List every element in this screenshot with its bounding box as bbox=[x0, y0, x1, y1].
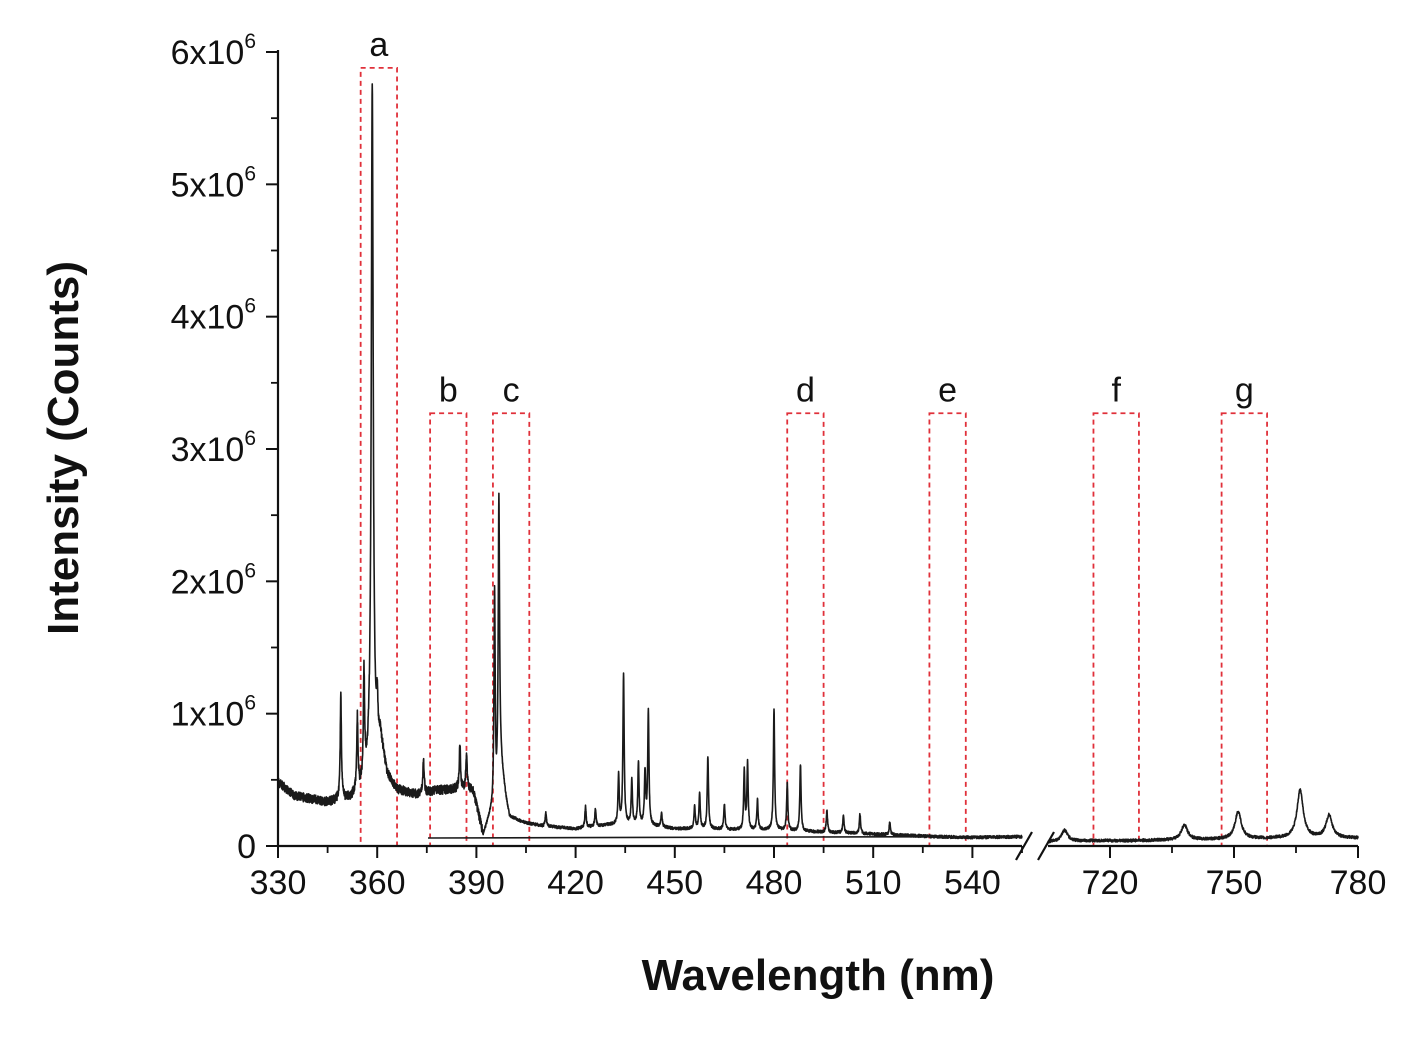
y-tick-label: 5x106 bbox=[171, 162, 256, 204]
region-box-e bbox=[928, 412, 967, 847]
x-tick-label: 330 bbox=[250, 864, 307, 902]
region-box-a bbox=[359, 66, 398, 847]
x-tick-label: 780 bbox=[1330, 864, 1387, 902]
y-tick-label: 1x106 bbox=[171, 692, 256, 734]
spectrum-line-segment-2 bbox=[1047, 788, 1359, 844]
x-axis-title: Wavelength (nm) bbox=[642, 951, 995, 1000]
y-tick-label: 6x106 bbox=[171, 30, 256, 72]
region-box-g bbox=[1220, 412, 1268, 847]
spectrum-lines bbox=[277, 83, 1359, 844]
x-tick-label: 540 bbox=[944, 864, 1001, 902]
region-label-f: f bbox=[1111, 371, 1121, 409]
x-tick-label: 510 bbox=[845, 864, 902, 902]
x-tick-label: 450 bbox=[646, 864, 703, 902]
axis-break-slash-1 bbox=[1015, 831, 1033, 861]
x-tick-label: 420 bbox=[547, 864, 604, 902]
region-label-b: b bbox=[439, 371, 458, 409]
region-box-f bbox=[1092, 412, 1140, 847]
region-box-d bbox=[786, 412, 825, 847]
y-tick-label: 0 bbox=[237, 828, 256, 866]
y-tick-label: 2x106 bbox=[171, 559, 256, 601]
x-tick-label: 480 bbox=[746, 864, 803, 902]
x-tick-label: 720 bbox=[1082, 864, 1139, 902]
region-label-e: e bbox=[938, 371, 957, 409]
y-ticks: 0 1x106 2x106 3x106 4x106 5x106 6x106 bbox=[171, 30, 278, 866]
axis-break-slash-2 bbox=[1037, 831, 1055, 861]
axes bbox=[276, 50, 1358, 861]
region-label-g: g bbox=[1235, 371, 1254, 409]
x-tick-label: 750 bbox=[1206, 864, 1263, 902]
region-label-c: c bbox=[503, 371, 520, 409]
x-ticks: 330 360 390 420 450 480 510 540 720 750 780 bbox=[250, 846, 1387, 902]
y-tick-label: 4x106 bbox=[171, 295, 256, 337]
y-axis-title: Intensity (Counts) bbox=[39, 261, 88, 635]
region-label-a: a bbox=[369, 26, 388, 64]
region-label-d: d bbox=[796, 371, 815, 409]
spectrum-line-segment-1 bbox=[277, 83, 1023, 840]
x-tick-label: 360 bbox=[349, 864, 406, 902]
x-tick-label: 390 bbox=[448, 864, 505, 902]
y-tick-label: 3x106 bbox=[171, 427, 256, 469]
